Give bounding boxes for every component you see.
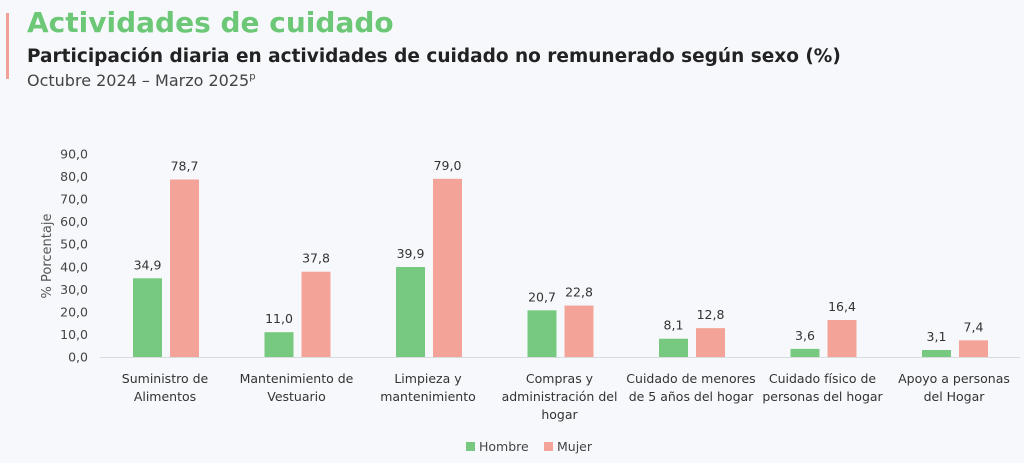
bar-hombre xyxy=(133,278,162,357)
bar-mujer xyxy=(827,320,857,357)
bar-hombre xyxy=(264,332,294,357)
bar-hombre xyxy=(922,350,951,357)
y-tick-label: 50,0 xyxy=(60,237,88,252)
data-label: 3,6 xyxy=(795,328,815,343)
y-tick-label: 40,0 xyxy=(60,259,88,274)
x-tick-label: mantenimiento xyxy=(380,389,476,404)
bar-mujer xyxy=(301,271,331,357)
y-tick-label: 0,0 xyxy=(68,350,88,365)
y-tick-label: 30,0 xyxy=(60,282,88,297)
data-label: 3,1 xyxy=(927,329,947,344)
x-tick-label: Cuidado de menores xyxy=(626,371,755,386)
data-label: 20,7 xyxy=(528,289,556,304)
chart-subtitle: Participación diaria en actividades de c… xyxy=(27,46,841,67)
bar-mujer xyxy=(170,179,199,357)
y-axis-label: % Porcentaje xyxy=(40,214,55,299)
bar-mujer xyxy=(564,305,594,357)
bar-mujer xyxy=(433,178,462,357)
x-tick-label: hogar xyxy=(541,407,578,422)
legend-swatch-mujer xyxy=(544,442,553,451)
data-label: 12,8 xyxy=(697,307,725,322)
period-text: Octubre 2024 – Marzo 2025 xyxy=(27,71,250,90)
y-tick-label: 60,0 xyxy=(60,214,88,229)
y-tick-label: 10,0 xyxy=(60,327,88,342)
data-label: 34,9 xyxy=(134,257,162,272)
bar-mujer xyxy=(696,328,725,357)
bar-hombre xyxy=(396,267,425,357)
data-label: 78,7 xyxy=(171,158,199,173)
data-label: 8,1 xyxy=(664,318,684,333)
legend-label-mujer: Mujer xyxy=(557,439,593,454)
x-tick-label: Suministro de xyxy=(122,371,209,386)
data-label: 37,8 xyxy=(302,251,330,266)
legend-label-hombre: Hombre xyxy=(479,439,529,454)
y-tick-label: 90,0 xyxy=(60,147,88,162)
x-tick-label: de 5 años del hogar xyxy=(629,389,754,404)
data-label: 39,9 xyxy=(397,246,425,261)
x-tick-label: del Hogar xyxy=(924,389,986,404)
legend-swatch-hombre xyxy=(466,442,475,451)
x-tick-label: Cuidado físico de xyxy=(769,371,877,386)
bar-mujer xyxy=(959,340,988,357)
x-tick-label: Apoyo a personas xyxy=(898,371,1010,386)
x-tick-label: personas del hogar xyxy=(762,389,883,404)
data-label: 7,4 xyxy=(964,319,984,334)
bar-hombre xyxy=(790,348,820,357)
bar-hombre xyxy=(527,310,557,357)
x-tick-label: Compras y xyxy=(526,371,594,386)
x-tick-label: Alimentos xyxy=(134,389,196,404)
x-tick-label: administración del xyxy=(502,389,618,404)
bar-hombre xyxy=(659,338,688,357)
data-label: 11,0 xyxy=(265,311,293,326)
title-accent-bar xyxy=(6,13,9,79)
x-tick-label: Vestuario xyxy=(267,389,326,404)
page-title: Actividades de cuidado xyxy=(27,6,394,39)
data-label: 22,8 xyxy=(565,285,593,300)
y-tick-label: 80,0 xyxy=(60,169,88,184)
data-label: 16,4 xyxy=(828,299,856,314)
y-tick-label: 70,0 xyxy=(60,192,88,207)
x-tick-label: Mantenimiento de xyxy=(240,371,354,386)
period-label: Octubre 2024 – Marzo 2025p xyxy=(27,71,256,90)
x-tick-label: Limpieza y xyxy=(394,371,462,386)
y-tick-label: 20,0 xyxy=(60,304,88,319)
period-superscript: p xyxy=(249,71,256,83)
data-label: 79,0 xyxy=(434,158,462,173)
